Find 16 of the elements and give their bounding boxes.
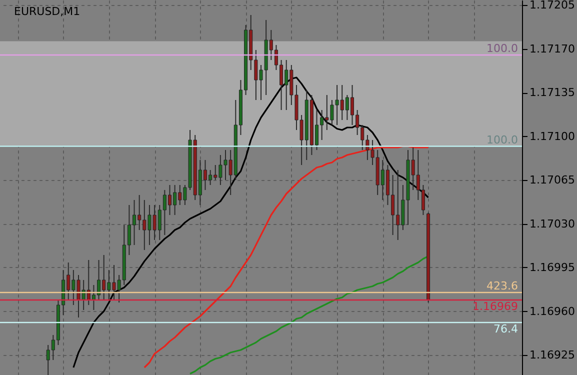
chart-title: EURUSD,M1: [14, 5, 80, 18]
line-series: [189, 255, 430, 375]
y-tick-label: 1.17170: [530, 42, 575, 56]
y-tick-label: 1.16995: [530, 261, 575, 274]
ref-line-label: 1.16969: [472, 300, 518, 313]
y-tick-label: 1.17135: [530, 86, 575, 99]
y-tick-label: 1.17100: [530, 130, 575, 143]
y-tick-label: 1.16925: [530, 348, 575, 362]
annotation: 76.4: [494, 322, 518, 336]
annotation: 100.0: [486, 133, 518, 146]
y-tick-label: 1.16960: [530, 304, 575, 318]
annotation: 100.0: [486, 42, 518, 55]
annotation: 423.6: [486, 280, 518, 292]
y-tick-label: 1.17030: [530, 217, 575, 230]
y-tick-label: 1.17205: [530, 0, 575, 12]
y-tick-label: 1.17065: [530, 174, 575, 186]
